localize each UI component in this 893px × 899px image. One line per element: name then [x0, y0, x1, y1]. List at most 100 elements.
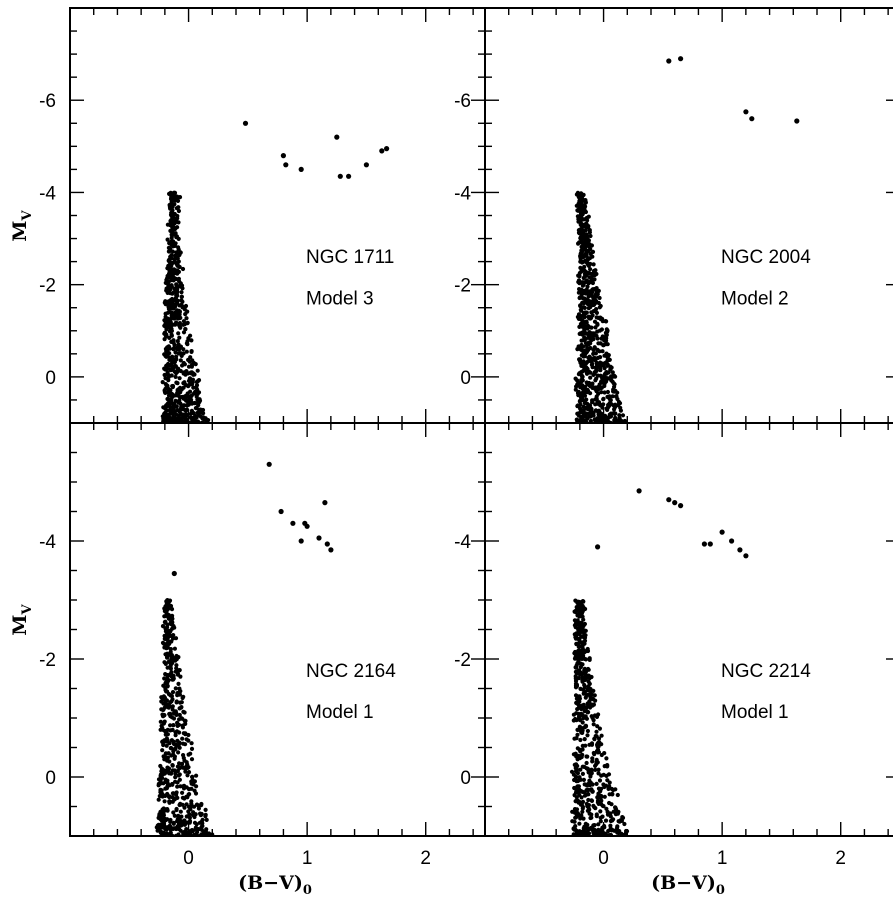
x-tick-label: 2 [835, 848, 846, 869]
ms-star [170, 613, 175, 618]
ms-star [581, 691, 586, 696]
ms-star [169, 699, 174, 704]
ms-star [171, 244, 176, 249]
ms-star [173, 686, 178, 691]
ms-star [578, 256, 583, 261]
ms-star [163, 376, 168, 381]
ms-star [616, 819, 621, 824]
ms-star [578, 303, 583, 309]
panel-annotation: Model 1 [306, 702, 374, 723]
ms-star [587, 656, 592, 661]
ms-star [190, 417, 195, 423]
ms-star [591, 688, 596, 694]
ms-star [182, 822, 187, 827]
ms-star [181, 753, 186, 758]
ms-star [176, 400, 181, 405]
ms-star [198, 813, 203, 818]
ms-star [186, 787, 192, 792]
ms-star [174, 404, 179, 409]
ms-star [591, 722, 596, 727]
ms-star [174, 313, 179, 318]
ms-star [592, 385, 598, 390]
ms-star [175, 263, 180, 268]
ms-star [595, 748, 600, 754]
ms-star [571, 826, 576, 832]
ms-star [165, 345, 170, 350]
ms-star [598, 315, 603, 320]
ms-star [570, 819, 575, 824]
ms-star [171, 404, 176, 409]
ms-star [194, 385, 199, 390]
ms-star [187, 819, 193, 824]
ms-star [578, 829, 583, 835]
ms-star [608, 823, 613, 828]
ms-star [163, 681, 168, 686]
ms-star [163, 793, 168, 799]
ms-star [172, 253, 178, 258]
ms-star [586, 692, 591, 697]
ms-star [186, 402, 191, 407]
ms-star [172, 768, 177, 773]
ms-star [170, 392, 175, 397]
ms-star [582, 764, 587, 770]
ms-star [179, 294, 184, 299]
panel-frame [69, 422, 486, 837]
ms-star [620, 413, 626, 418]
ms-star [175, 768, 180, 774]
ms-star [172, 646, 177, 651]
ms-star [593, 698, 598, 703]
ms-star [168, 672, 173, 677]
ms-star [182, 758, 187, 763]
ms-star [612, 389, 617, 394]
ms-star [165, 817, 170, 822]
ms-star [592, 752, 597, 757]
ms-star [586, 290, 591, 296]
ms-star [579, 191, 584, 196]
ms-star [600, 319, 605, 324]
ms-star [183, 327, 188, 332]
ms-star [195, 379, 200, 384]
ms-star [172, 221, 177, 226]
ms-star [577, 628, 582, 633]
ms-star [578, 395, 584, 400]
y-tick-label: -2 [39, 276, 56, 297]
ms-star [171, 340, 176, 345]
ms-star [573, 676, 579, 681]
ms-star [592, 805, 597, 810]
ms-star [607, 414, 612, 419]
ms-star [594, 781, 599, 787]
ms-star [181, 709, 186, 715]
ms-star [173, 746, 178, 751]
ms-star [168, 246, 173, 252]
ms-star [578, 664, 584, 670]
ms-star [162, 660, 167, 665]
ms-star [598, 819, 603, 824]
ms-star [573, 766, 578, 771]
ms-star [163, 382, 168, 387]
ms-star [586, 281, 591, 286]
ms-star [178, 325, 183, 330]
ms-star [167, 826, 173, 831]
ms-star [168, 819, 173, 825]
ms-star [165, 689, 170, 694]
x-axis-label-right: (B−V)0 [651, 872, 725, 898]
ms-star [161, 416, 166, 421]
ms-star [604, 783, 609, 788]
ms-star [597, 726, 603, 731]
ms-star [610, 818, 615, 823]
ms-star [607, 780, 612, 785]
ms-star [588, 410, 593, 415]
ms-star [602, 751, 607, 756]
x-tick-label: 1 [302, 848, 313, 869]
ms-star [576, 290, 582, 295]
panel-bottom-right: 0 -2 -4 0 1 2 NGC 2214 Model 1 [454, 422, 893, 869]
giant-star [678, 503, 684, 509]
ms-star [574, 736, 579, 741]
ms-star [174, 807, 179, 813]
ms-star [586, 294, 591, 299]
ms-star [590, 280, 596, 286]
ms-star [585, 388, 591, 393]
ms-star [601, 396, 606, 401]
ms-star [599, 379, 604, 384]
ms-star [175, 764, 180, 769]
